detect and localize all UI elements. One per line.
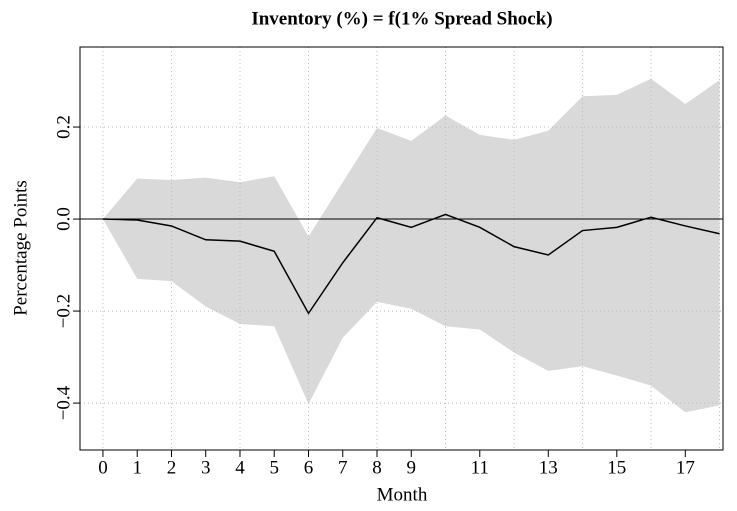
x-tick-label: 17 — [676, 457, 695, 478]
x-tick-label: 13 — [539, 457, 558, 478]
x-tick-label: 7 — [338, 457, 348, 478]
y-tick-label: −0.2 — [53, 294, 74, 328]
confidence-band — [102, 78, 720, 413]
y-tick-label: 0.0 — [53, 207, 74, 231]
x-tick-label: 4 — [235, 457, 245, 478]
x-tick-label: 2 — [167, 457, 177, 478]
x-tick-label: 11 — [471, 457, 489, 478]
x-tick-label: 15 — [607, 457, 626, 478]
x-tick-label: 3 — [201, 457, 211, 478]
x-tick-label: 0 — [98, 457, 108, 478]
x-tick-label: 5 — [269, 457, 279, 478]
x-tick-label: 9 — [407, 457, 417, 478]
response-line — [102, 213, 720, 315]
y-tick-label: 0.2 — [53, 115, 74, 139]
chart-title: Inventory (%) = f(1% Spread Shock) — [251, 8, 552, 29]
x-axis-label: Month — [377, 484, 428, 505]
x-tick-label: 1 — [132, 457, 142, 478]
x-tick-label: 8 — [372, 457, 382, 478]
y-axis-label: Percentage Points — [10, 180, 31, 316]
x-tick-label: 6 — [304, 457, 314, 478]
plot-frame — [79, 46, 724, 451]
y-tick-label: −0.4 — [53, 385, 74, 420]
